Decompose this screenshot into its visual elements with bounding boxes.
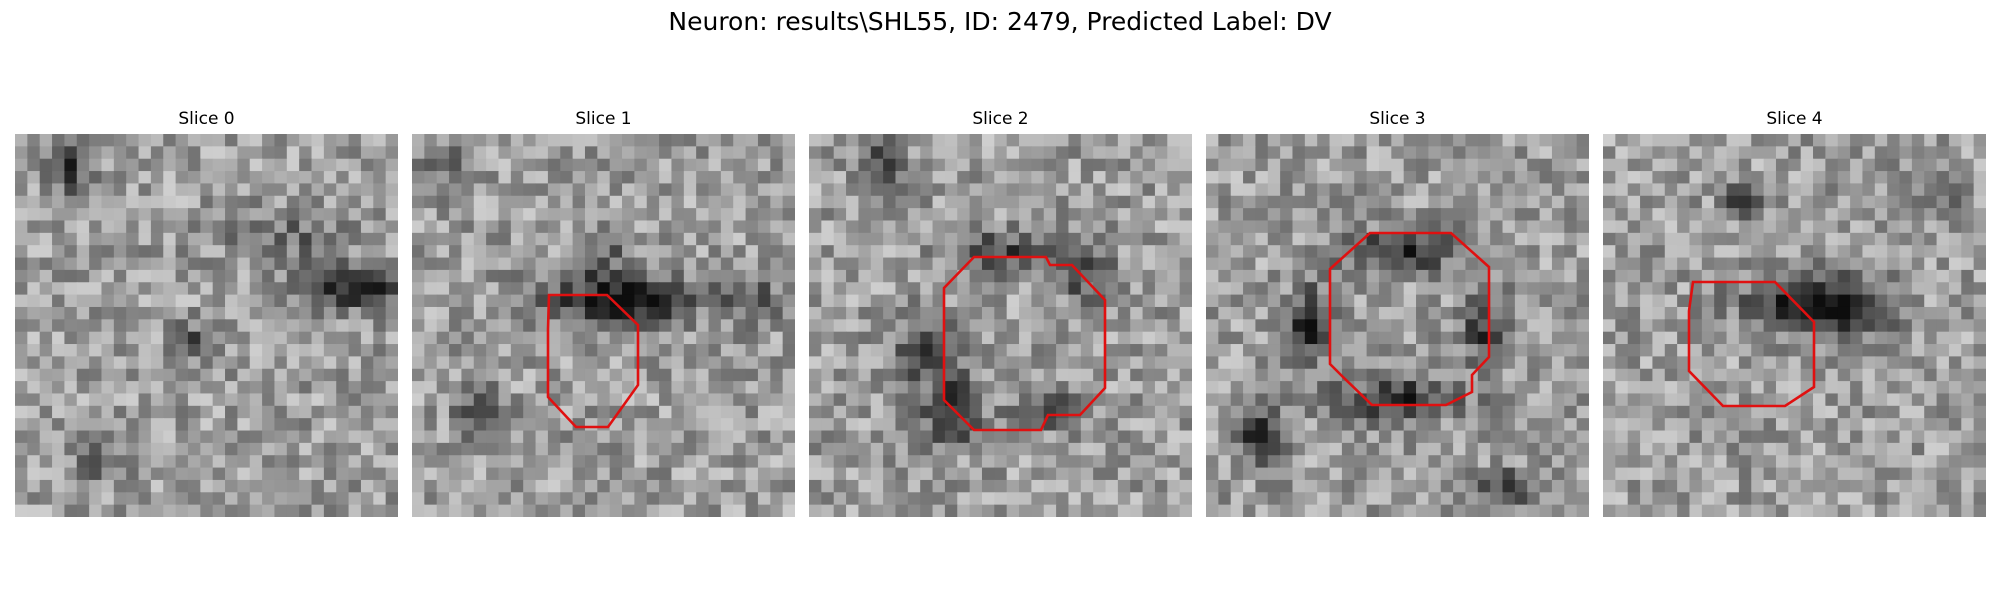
slice-pixels <box>1603 134 1986 517</box>
slice-pixels <box>1206 134 1589 517</box>
figure-title: Neuron: results\SHL55, ID: 2479, Predict… <box>668 7 1332 36</box>
slice-title: Slice 3 <box>1369 109 1426 129</box>
slice-image <box>15 134 398 517</box>
roi-contour <box>1687 280 1816 408</box>
roi-contour <box>1328 231 1491 407</box>
slice-image <box>1206 134 1589 517</box>
slice-title: Slice 0 <box>178 109 235 129</box>
slice-title: Slice 4 <box>1766 109 1823 129</box>
slice-image <box>1603 134 1986 517</box>
slice-title: Slice 2 <box>972 109 1029 129</box>
roi-contour <box>546 293 640 429</box>
slice-image <box>412 134 795 517</box>
roi-contour <box>942 255 1107 432</box>
slice-pixels <box>809 134 1192 517</box>
slice-pixels <box>412 134 795 517</box>
slice-title: Slice 1 <box>575 109 632 129</box>
slice-image <box>809 134 1192 517</box>
slice-pixels <box>15 134 398 517</box>
